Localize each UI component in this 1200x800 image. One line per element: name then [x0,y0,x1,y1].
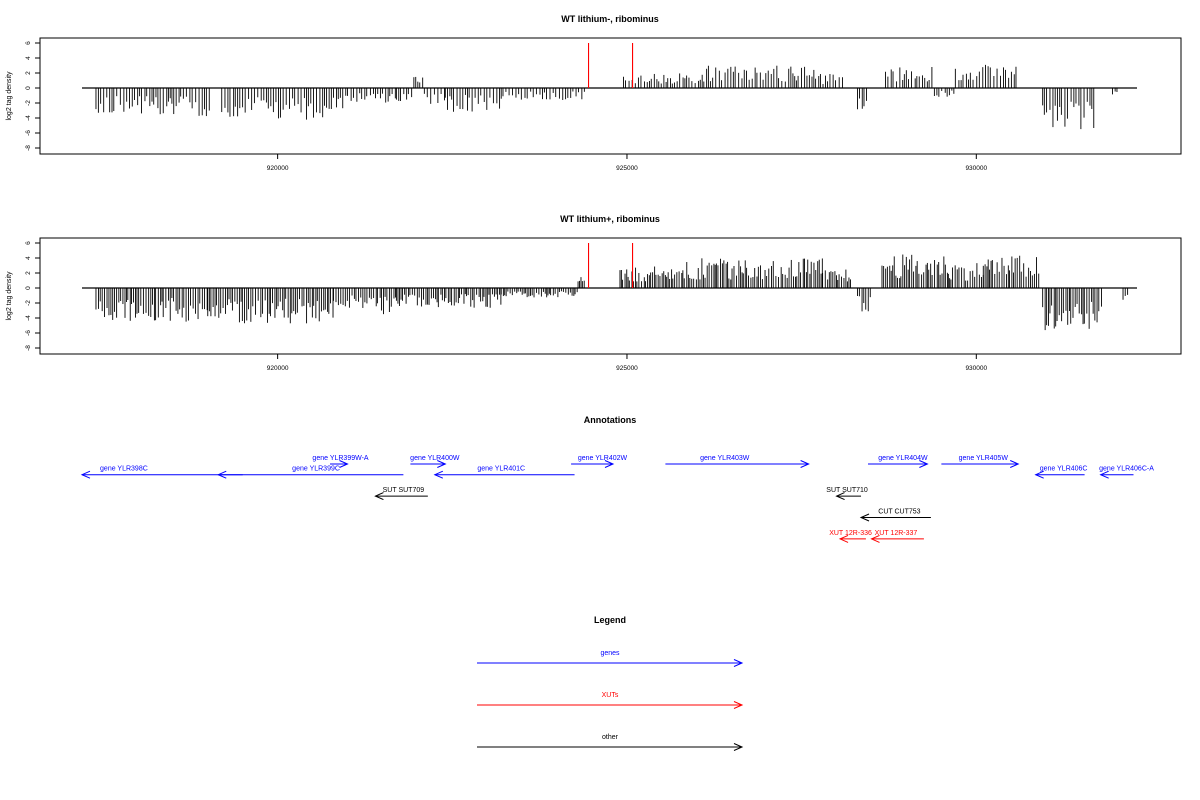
feature-label: SUT SUT710 [826,487,868,494]
feature-label: gene YLR401C [477,466,525,473]
feature-arrow [1034,470,1085,479]
feature-arrow [571,460,615,468]
feature-label: gene YLR399W-A [312,455,368,462]
y-tick-label: -8 [25,145,32,151]
x-tick-label: 920000 [267,165,289,172]
feature-label: gene YLR398C [100,466,148,473]
feature-arrow [216,470,404,479]
axis-ticks: -8 -6 -4 -2 0 2 4 6 920000 925000 930000 [25,241,988,372]
feature-arrow [410,460,447,468]
x-tick-label: 925000 [616,165,638,172]
x-tick-label: 920000 [267,365,289,372]
feature-label: XUT 12R-336 [829,530,872,537]
plot-frame [39,37,1182,155]
y-tick-label: 4 [25,256,32,260]
feature-arrow [941,460,1020,468]
feature-arrow [835,492,862,501]
feature-arrow [80,470,243,479]
y-tick-label: -6 [25,130,32,136]
feature-label: XUT 12R-337 [875,530,918,537]
y-tick-label: -8 [25,345,32,351]
panel-title: WT lithium+, ribominus [560,214,660,224]
y-axis-label: log2 tag density [6,271,13,321]
feature-arrow [1099,470,1134,479]
x-tick-label: 925000 [616,365,638,372]
feature-arrow [433,470,575,479]
feature-arrow [665,460,810,468]
feature-label: gene YLR403W [700,455,750,462]
y-tick-label: 2 [25,71,32,75]
y-tick-label: -2 [25,100,32,106]
y-tick-label: 6 [25,241,32,245]
bar-series [82,43,1137,130]
bar-series [82,243,1137,331]
feature-label: gene YLR400W [410,455,460,462]
legend-label: other [602,734,619,741]
y-tick-label: 4 [25,56,32,60]
feature-list: gene YLR398C gene YLR399W-A gene YLR399C ge… [80,455,1154,543]
feature-arrow [330,460,349,468]
track-panel-lithium-minus: WT lithium-, ribominus log2 tag density … [6,14,1182,172]
feature-label: SUT SUT709 [383,487,425,494]
y-tick-label: -4 [25,115,32,121]
legend-arrow [477,701,744,709]
legend-items: genes XUTs other [477,650,744,751]
y-tick-label: 0 [25,86,32,90]
feature-label: gene YLR399C [292,466,340,473]
y-axis-label: log2 tag density [6,71,13,121]
y-tick-label: -4 [25,315,32,321]
annotations-title: Annotations [584,415,637,425]
feature-label: gene YLR406C-A [1099,466,1154,473]
legend-arrow [477,743,744,751]
legend: Legend genes XUTs other [477,615,744,751]
feature-arrow [870,534,924,543]
x-tick-label: 930000 [965,165,987,172]
feature-arrow [859,513,931,522]
feature-label: gene YLR402W [578,455,628,462]
feature-arrow [838,534,866,543]
y-tick-label: 0 [25,286,32,290]
legend-arrow [477,659,744,667]
feature-label: CUT CUT753 [878,509,920,516]
feature-arrow [868,460,929,468]
feature-arrow [374,492,428,501]
y-tick-label: -2 [25,300,32,306]
y-tick-label: 6 [25,41,32,45]
legend-title: Legend [594,615,626,625]
legend-label: XUTs [602,692,619,699]
x-tick-label: 930000 [965,365,987,372]
feature-label: gene YLR404W [878,455,928,462]
feature-label: gene YLR406C [1040,466,1088,473]
axis-ticks: -8 -6 -4 -2 0 2 4 6 920000 925000 930000 [25,41,988,172]
panel-title: WT lithium-, ribominus [561,14,659,24]
feature-label: gene YLR405W [959,455,1009,462]
y-tick-label: -6 [25,330,32,336]
track-panel-lithium-plus: WT lithium+, ribominus log2 tag density … [6,214,1182,372]
y-tick-label: 2 [25,271,32,275]
legend-label: genes [600,650,620,657]
